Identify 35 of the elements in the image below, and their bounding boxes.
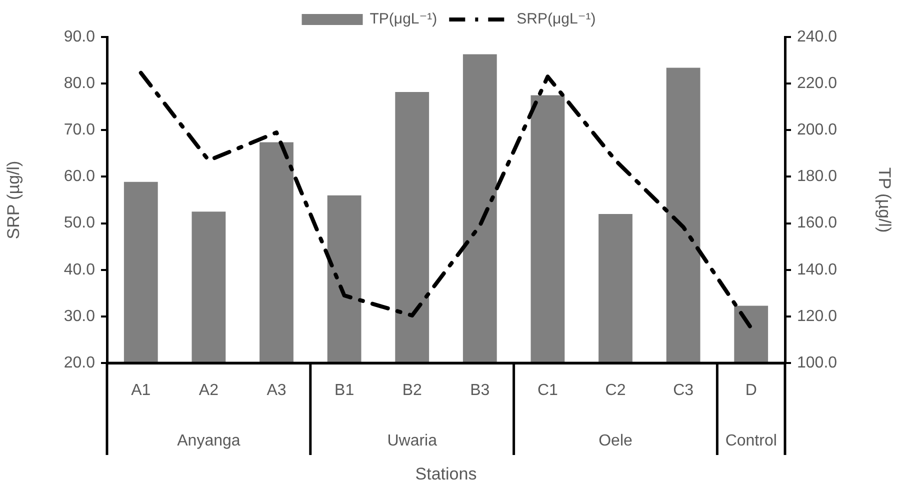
text: Anyanga [177, 432, 240, 450]
y2-tick-label: 240.0 [797, 28, 838, 46]
text: Oele [598, 432, 632, 450]
x-tick-label: B3 [470, 382, 490, 400]
y-tick-label: 60.0 [64, 168, 96, 186]
y-tick-label: 80.0 [64, 74, 96, 92]
y2-tick-label: 140.0 [797, 261, 838, 278]
x-tick-label: C1 [537, 382, 558, 400]
legend-label: SRP(μgL⁻¹) [516, 10, 596, 28]
legend-label: TP(μgL⁻¹) [370, 10, 438, 28]
y-tick-label: 90.0 [64, 28, 96, 46]
x-tick-label: C2 [605, 382, 626, 400]
x-axis-title: Stations [415, 464, 477, 484]
y2-axis-title: TP (µg/l) [875, 167, 894, 233]
y-tick-label: 30.0 [64, 308, 96, 325]
x-tick-label: D [745, 382, 757, 400]
x-tick-label: B1 [334, 382, 354, 400]
x-tick-label: A2 [198, 382, 219, 400]
y-tick-label: 20.0 [64, 354, 96, 372]
y-tick-label: 40.0 [64, 261, 96, 278]
y2-tick-label: 160.0 [797, 214, 838, 232]
text: Control [725, 432, 777, 450]
y2-tick-label: 180.0 [797, 168, 838, 186]
y2-tick-label: 120.0 [797, 308, 838, 325]
x-tick-label: C3 [673, 382, 694, 400]
x-tick-label: A1 [131, 382, 151, 400]
x-tick-label: A3 [266, 382, 286, 400]
text: Uwaria [387, 432, 438, 450]
x-tick-label: B2 [402, 382, 422, 400]
y-tick-label: 70.0 [64, 122, 96, 139]
y-axis-title: SRP (µg/l) [4, 160, 23, 240]
y2-tick-label: 220.0 [797, 74, 838, 92]
y2-tick-label: 100.0 [797, 354, 838, 372]
y2-tick-label: 200.0 [797, 122, 838, 139]
y-tick-label: 50.0 [64, 214, 96, 232]
